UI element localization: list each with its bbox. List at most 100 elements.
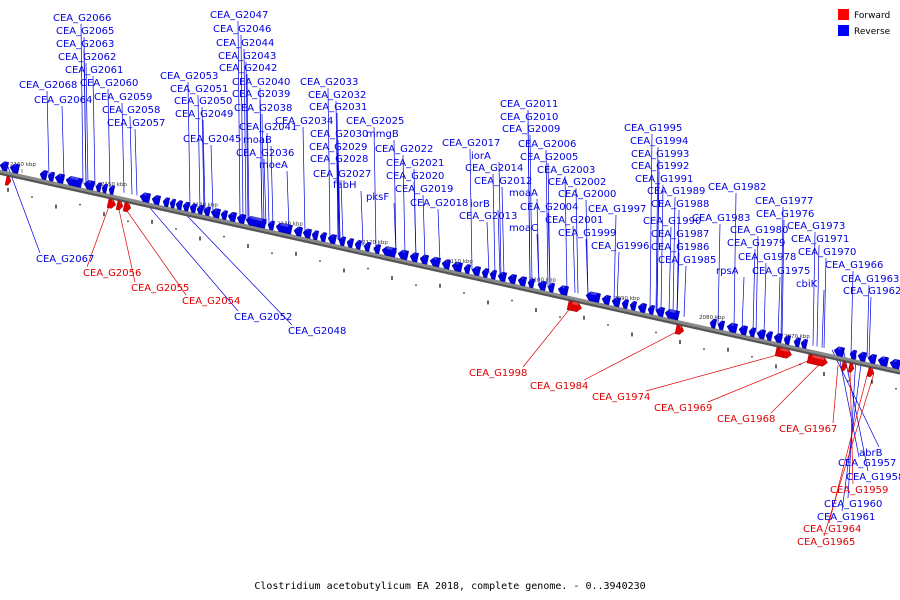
reverse-gene — [429, 256, 441, 268]
label-leader — [645, 352, 785, 392]
gene-label: CEA_G2067 — [36, 254, 94, 265]
label-leader — [422, 194, 426, 260]
label-leader — [585, 238, 589, 296]
gene-label: moaA — [509, 188, 538, 199]
gene-label: CEA_G1975 — [752, 266, 810, 277]
gene-labels: CEA_G2066 CEA_G2065 CEA_G2063 CEA_G2062 CEA_… — [19, 10, 900, 548]
gene-label: CEA_G1959 — [830, 485, 888, 496]
gene-label: CEA_G2061 — [65, 65, 123, 76]
reverse-gene — [162, 197, 171, 208]
label-leader — [613, 214, 617, 302]
label-leader — [497, 209, 501, 277]
gene-label: CEA_G2042 — [219, 63, 277, 74]
reverse-gene — [236, 213, 247, 225]
gene-label: CEA_G2017 — [442, 138, 500, 149]
reverse-gene — [629, 300, 638, 311]
gene-label: rpsA — [716, 266, 739, 277]
gene-label: CEA_G1987 — [651, 229, 709, 240]
reverse-gene — [451, 261, 463, 273]
gene-label: CEA_G1988 — [651, 199, 709, 210]
gene-label: CEA_G2065 — [56, 26, 114, 37]
label-leader — [336, 152, 340, 241]
label-leader — [616, 251, 620, 303]
label-leader — [437, 208, 441, 263]
gene-label: moaC — [509, 223, 538, 234]
gene-label: CEA_G2055 — [131, 283, 189, 294]
reverse-gene — [419, 254, 430, 265]
gene-label: CEA_G1997 — [588, 204, 646, 215]
gene-label: CEA_G2031 — [309, 102, 367, 113]
reverse-gene — [849, 349, 858, 360]
reverse-gene — [637, 302, 648, 314]
gene-label: mmgB — [366, 129, 399, 140]
gene-label: CEA_G1983 — [692, 213, 750, 224]
reverse-gene — [793, 337, 802, 348]
reverse-gene — [101, 183, 109, 194]
gene-label: CEA_G1986 — [651, 242, 709, 253]
scale-tick-label: 2070 kbp — [784, 334, 810, 340]
reverse-gene — [203, 206, 212, 217]
label-leader — [823, 257, 827, 349]
reverse-gene — [293, 226, 304, 237]
forward-gene — [866, 367, 875, 378]
gene-label: CEA_G1958 — [846, 472, 900, 483]
scale-tick-label: 2090 kbp — [614, 296, 640, 302]
gene-label: CEA_G2019 — [395, 184, 453, 195]
label-leader — [545, 149, 549, 287]
gene-label: CEA_G1998 — [469, 368, 527, 379]
reverse-gene — [210, 208, 221, 219]
gene-label: CEA_G2039 — [232, 89, 290, 100]
label-leader — [780, 206, 784, 339]
reverse-gene — [151, 195, 162, 206]
label-leader — [564, 175, 568, 291]
reverse-gene — [441, 259, 452, 270]
reverse-gene — [47, 171, 56, 182]
label-leader — [733, 192, 737, 329]
gene-label: fabH — [333, 180, 357, 191]
gene-label: CEA_G2058 — [102, 105, 160, 116]
gene-label: CEA_G1969 — [654, 403, 712, 414]
reverse-gene — [245, 215, 267, 229]
reverse-gene — [748, 327, 757, 338]
label-leader — [683, 265, 687, 317]
gene-label: iorA — [471, 151, 491, 162]
gene-label: CEA_G2020 — [386, 171, 444, 182]
reverse-gene — [169, 198, 177, 209]
reverse-gene — [547, 282, 556, 293]
label-leader — [868, 296, 872, 359]
gene-label: CEA_G1985 — [658, 255, 716, 266]
label-leader — [302, 126, 306, 233]
reverse-gene — [327, 234, 338, 245]
reverse-gene — [833, 346, 845, 358]
label-leader — [770, 361, 823, 414]
gene-label: CEA_G1960 — [824, 499, 882, 510]
gene-label: CEA_G2011 — [500, 99, 558, 110]
gene-label: CEA_G2064 — [34, 95, 92, 106]
label-leader — [123, 206, 187, 296]
gene-label: CEA_G2028 — [310, 154, 368, 165]
genome-backbone — [0, 169, 900, 375]
gene-label: CEA_G2053 — [160, 71, 218, 82]
gene-label: CEA_G2021 — [386, 158, 444, 169]
reverse-gene — [108, 185, 116, 196]
label-leader — [469, 148, 473, 270]
reverse-gene — [463, 264, 472, 275]
label-leader-lines — [7, 20, 880, 537]
reverse-gene — [507, 274, 518, 285]
gene-label: CEA_G2051 — [170, 84, 228, 95]
gene-label: CEA_G2046 — [213, 24, 271, 35]
label-leader — [360, 190, 364, 246]
gene-label: CEA_G1962 — [843, 286, 900, 297]
reverse-gene — [227, 211, 238, 223]
label-leader — [583, 329, 681, 381]
forward-gene — [674, 324, 685, 335]
label-leader — [85, 62, 89, 185]
reverse-gene — [726, 322, 738, 334]
label-leader — [121, 102, 125, 193]
gene-label: CEA_G1976 — [756, 209, 814, 220]
label-leader — [86, 203, 111, 268]
gene-label: CEA_G1963 — [841, 274, 899, 285]
reverse-gene — [139, 192, 151, 203]
legend-forward-swatch — [838, 9, 849, 20]
